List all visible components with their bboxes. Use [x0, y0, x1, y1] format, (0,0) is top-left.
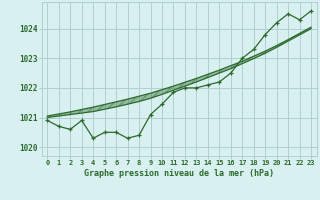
X-axis label: Graphe pression niveau de la mer (hPa): Graphe pression niveau de la mer (hPa)	[84, 169, 274, 178]
